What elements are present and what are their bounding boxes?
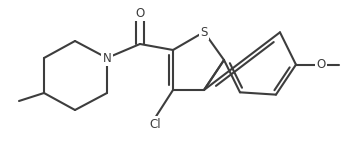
Text: O: O (135, 6, 144, 20)
Text: S: S (200, 26, 208, 38)
Text: Cl: Cl (149, 118, 161, 130)
Text: N: N (103, 51, 111, 65)
Text: O: O (317, 58, 326, 71)
